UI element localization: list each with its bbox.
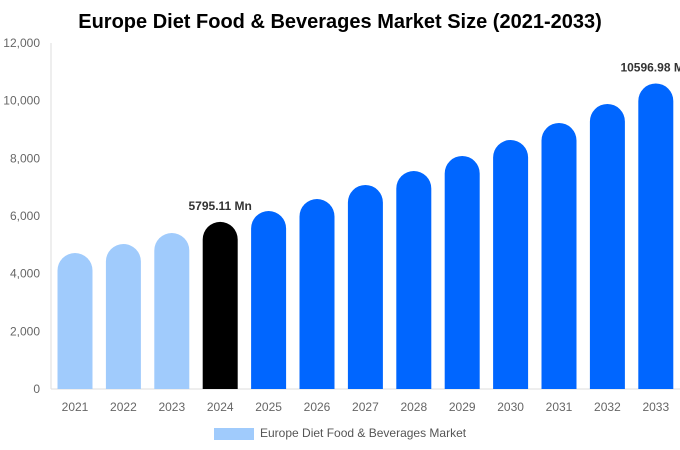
y-tick-label: 8,000	[10, 151, 40, 165]
y-tick-label: 0	[33, 382, 40, 396]
bar-2030	[493, 139, 529, 389]
legend-label: Europe Diet Food & Beverages Market	[260, 426, 467, 440]
bar-2024	[202, 221, 238, 389]
x-tick-label: 2031	[546, 400, 573, 414]
x-tick-label: 2030	[497, 400, 524, 414]
x-tick-label: 2024	[207, 400, 234, 414]
x-tick-label: 2025	[255, 400, 282, 414]
data-label: 5795.11 Mn	[189, 199, 252, 213]
y-tick-label: 4,000	[10, 267, 40, 281]
y-tick-label: 12,000	[3, 36, 40, 50]
bar-2027	[347, 184, 383, 389]
x-tick-label: 2029	[449, 400, 476, 414]
x-tick-label: 2026	[304, 400, 331, 414]
data-label: 10596.98 Mn	[620, 60, 680, 74]
bar-2022	[105, 244, 141, 389]
y-tick-label: 6,000	[10, 209, 40, 223]
bar-2025	[251, 210, 287, 389]
x-tick-label: 2028	[400, 400, 427, 414]
y-tick-label: 10,000	[3, 94, 40, 108]
x-tick-label: 2023	[158, 400, 185, 414]
bar-2028	[396, 170, 432, 389]
bar-2026	[299, 198, 335, 389]
x-tick-label: 2032	[594, 400, 621, 414]
bar-2032	[589, 103, 625, 389]
bar-2021	[57, 253, 93, 389]
bar-2033	[638, 83, 674, 390]
x-tick-label: 2027	[352, 400, 379, 414]
bar-2023	[154, 232, 190, 389]
bar-2031	[541, 122, 577, 389]
legend: Europe Diet Food & Beverages Market	[214, 426, 467, 440]
y-tick-label: 2,000	[10, 324, 40, 338]
x-tick-label: 2022	[110, 400, 137, 414]
x-tick-label: 2033	[642, 400, 669, 414]
bar-2029	[444, 155, 480, 389]
chart-title: Europe Diet Food & Beverages Market Size…	[78, 11, 602, 33]
x-tick-label: 2021	[62, 400, 89, 414]
legend-swatch	[214, 428, 254, 440]
